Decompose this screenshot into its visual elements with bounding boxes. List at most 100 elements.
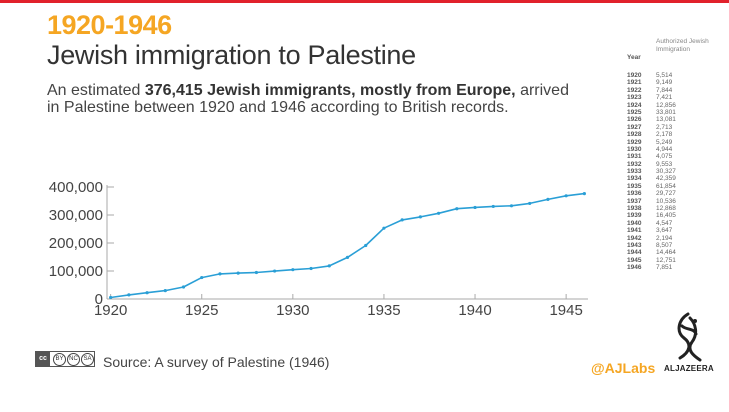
description-rest: arrived in Palestine between 1920 and 19…: [47, 82, 569, 116]
table-row: 1923 7,421: [622, 94, 722, 101]
table-cell-value: 2,178: [656, 131, 673, 139]
table-cell-value: 7,844: [656, 86, 673, 94]
table-header-year: Year: [627, 54, 641, 61]
table-cell-value: 30,327: [656, 168, 676, 176]
data-point: [400, 218, 404, 222]
data-point: [218, 272, 222, 276]
table-row: 1944 14,464: [622, 249, 722, 256]
table-row: 1934 42,359: [622, 175, 722, 182]
table-row: 1935 61,854: [622, 183, 722, 190]
x-tick-label: 1940: [458, 302, 491, 319]
table-cell-value: 5,249: [656, 138, 673, 146]
table-cell-value: 2,713: [656, 123, 673, 131]
x-tick-label: 1945: [549, 302, 582, 319]
table-cell-value: 13,081: [656, 116, 676, 124]
table-cell-year: 1929: [627, 138, 642, 146]
table-row: 1942 2,194: [622, 235, 722, 242]
table-cell-value: 14,464: [656, 249, 676, 257]
table-cell-year: 1939: [627, 212, 642, 220]
aljazeera-wordmark: ALJAZEERA: [664, 364, 714, 373]
table-cell-year: 1926: [627, 116, 642, 124]
table-row: 1926 13,081: [622, 116, 722, 123]
data-point: [181, 285, 186, 289]
cc-nc-icon: NC: [67, 353, 80, 366]
page-title: Jewish immigration to Palestine: [47, 40, 416, 70]
y-tick-label: 0: [95, 291, 103, 308]
table-cell-year: 1932: [627, 160, 642, 168]
table-cell-value: 4,075: [656, 153, 673, 161]
table-row: 1938 12,868: [622, 205, 722, 212]
table-row: 1930 4,944: [622, 146, 722, 153]
data-point: [200, 275, 204, 280]
series-line: [110, 192, 585, 299]
table-cell-year: 1923: [627, 94, 642, 102]
table-cell-year: 1935: [627, 182, 642, 190]
table-cell-year: 1936: [627, 190, 642, 198]
data-point: [473, 205, 477, 210]
table-cell-value: 4,547: [656, 219, 673, 227]
cc-sa-icon: SA: [81, 353, 94, 366]
table-cell-value: 12,751: [656, 256, 676, 264]
data-point: [382, 226, 386, 230]
table-cell-year: 1946: [627, 264, 642, 272]
table-cell-value: 12,868: [656, 205, 676, 213]
description: An estimated 376,415 Jewish immigrants, …: [47, 82, 577, 116]
table-cell-year: 1927: [627, 123, 642, 131]
data-point: [273, 269, 277, 273]
table-cell-year: 1943: [627, 241, 642, 249]
table-row: 1924 12,856: [622, 102, 722, 109]
table-row: 1946 7,851: [622, 264, 722, 271]
table-row: 1920 5,514: [622, 72, 722, 79]
table-cell-year: 1938: [627, 205, 642, 213]
data-point: [291, 268, 295, 272]
table-row: 1937 10,536: [622, 198, 722, 205]
x-tick-label: 1930: [276, 302, 309, 319]
table-body: 1920 5,514 1921 9,149 1922 7,844 1923 7,421 1924…: [622, 72, 722, 272]
table-row: 1928 2,178: [622, 131, 722, 138]
immigration-line-chart: 0 100,000 200,000 300,000 400,000 1920 1925 193…: [49, 179, 588, 319]
table-row: 1940 4,547: [622, 220, 722, 227]
data-point: [491, 204, 495, 209]
data-point: [127, 293, 131, 297]
table-row: 1943 8,507: [622, 242, 722, 249]
table-cell-year: 1937: [627, 197, 642, 205]
data-point: [582, 192, 586, 196]
table-cell-year: 1922: [627, 86, 642, 94]
table-cell-value: 8,507: [656, 241, 673, 249]
x-tick-label: 1935: [367, 302, 400, 319]
table-cell-value: 7,421: [656, 94, 673, 102]
table-row: 1945 12,751: [622, 257, 722, 264]
table-row: 1929 5,249: [622, 139, 722, 146]
table-cell-value: 7,851: [656, 264, 673, 272]
data-point: [309, 266, 313, 271]
data-point: [528, 201, 532, 206]
table-cell-value: 2,194: [656, 234, 673, 242]
y-tick-label: 300,000: [49, 207, 103, 224]
table-row: 1931 4,075: [622, 153, 722, 160]
table-cell-value: 9,149: [656, 79, 673, 87]
data-point: [163, 289, 167, 293]
table-cell-year: 1928: [627, 131, 642, 139]
data-point: [364, 243, 368, 248]
table-cell-value: 33,801: [656, 108, 676, 116]
top-accent-bar: [0, 0, 729, 3]
data-point: [546, 197, 550, 201]
creative-commons-badge: cc BY NC SA: [35, 351, 95, 367]
aljazeera-logo-icon: [677, 312, 702, 362]
source-note: Source: A survey of Palestine (1946): [103, 354, 330, 370]
table-cell-value: 16,405: [656, 212, 676, 220]
table-cell-year: 1944: [627, 249, 642, 257]
table-cell-value: 3,647: [656, 227, 673, 235]
table-cell-year: 1933: [627, 168, 642, 176]
data-point: [345, 255, 350, 259]
table-cell-year: 1930: [627, 145, 642, 153]
table-cell-value: 42,359: [656, 175, 676, 183]
table-cell-year: 1920: [627, 72, 642, 79]
table-row: 1939 16,405: [622, 212, 722, 219]
table-row: 1941 3,647: [622, 227, 722, 234]
table-cell-year: 1925: [627, 108, 642, 116]
data-point: [564, 194, 568, 198]
table-cell-value: 12,856: [656, 101, 676, 109]
x-tick-label: 1920: [94, 302, 127, 319]
data-point: [109, 295, 113, 300]
